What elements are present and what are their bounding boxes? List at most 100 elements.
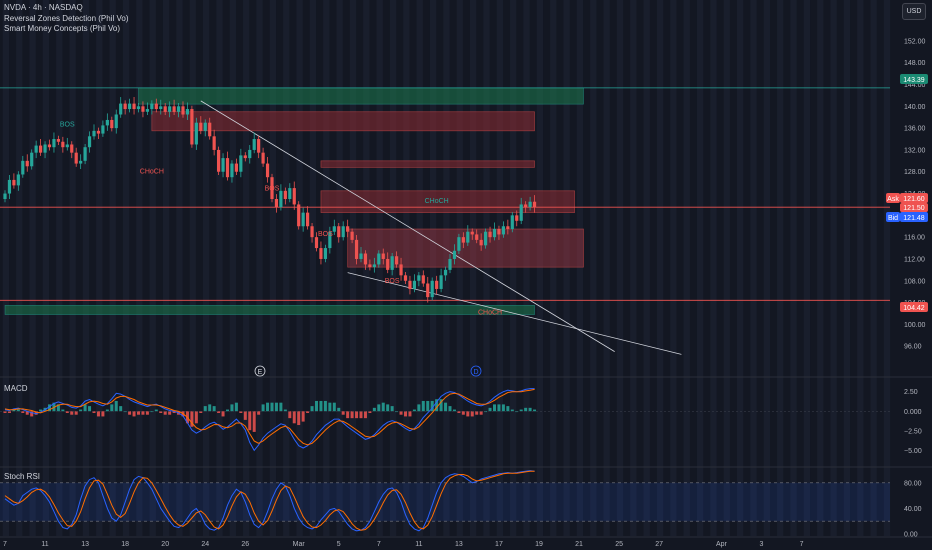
candle-body (524, 204, 528, 208)
session-band (42, 0, 50, 536)
candle-body (381, 253, 385, 259)
session-band (777, 0, 784, 536)
session-band (2, 0, 10, 536)
dividend-marker[interactable] (470, 365, 482, 377)
session-band (416, 0, 423, 536)
candle-body (426, 283, 430, 298)
candle-body (105, 119, 109, 126)
candle-body (136, 106, 141, 110)
session-band (550, 0, 557, 536)
symbol-title[interactable]: NVDA · 4h · NASDAQ (4, 3, 83, 12)
currency-button[interactable]: USD (902, 3, 926, 20)
time-tick-label: 17 (495, 541, 503, 548)
price-tick-label: 108.00 (904, 278, 926, 285)
session-band (336, 0, 343, 536)
earnings-marker[interactable] (254, 365, 266, 377)
zone-supply (320, 160, 535, 168)
candle-body (119, 103, 123, 115)
candle-body (439, 275, 443, 289)
candle-body (221, 158, 225, 172)
candle-body (110, 119, 114, 129)
indicator-smart-money[interactable]: Smart Money Concepts (Phil Vo) (4, 24, 121, 33)
low-line-price: 104.42 (903, 305, 925, 312)
candle-body (212, 136, 216, 150)
macd-histogram-bar (359, 411, 363, 419)
candle-body (310, 226, 314, 238)
session-band (737, 0, 744, 536)
macd-histogram-bar (355, 411, 359, 419)
macd-histogram-bar (266, 402, 270, 412)
candle-body (435, 280, 439, 289)
candle-body (70, 144, 74, 153)
price-tick-label: 116.00 (904, 235, 925, 242)
candle-body (488, 231, 492, 238)
stoch-band (0, 482, 890, 522)
macd-histogram-bar (261, 404, 265, 412)
candle-body (363, 253, 368, 265)
candle-body (25, 160, 29, 167)
macd-tick-label: 0.000 (904, 409, 922, 416)
macd-histogram-bar (475, 411, 479, 415)
macd-histogram-bar (426, 400, 430, 412)
candle-body (323, 248, 327, 259)
session-band (643, 0, 650, 536)
candle-body (199, 122, 203, 131)
bid-tag-label: Bid (888, 215, 898, 222)
smc-label: BOS (60, 121, 75, 128)
candle-body (430, 280, 434, 298)
top-zone-price: 143.39 (903, 77, 925, 84)
macd-histogram-bar (283, 409, 287, 412)
session-band (229, 0, 236, 536)
macd-histogram-bar (417, 404, 421, 412)
session-band (216, 0, 223, 536)
macd-histogram-bar (292, 411, 296, 424)
time-tick-label: Mar (293, 541, 306, 548)
price-tick-label: 96.00 (904, 344, 922, 351)
indicator-reversal-zones[interactable]: Reversal Zones Detection (Phil Vo) (4, 14, 129, 23)
session-band (843, 0, 851, 536)
session-band (349, 0, 357, 536)
candle-body (265, 163, 270, 178)
candle-body (350, 231, 354, 240)
candle-body (506, 226, 510, 229)
candle-body (168, 106, 172, 112)
macd-histogram-bar (226, 409, 229, 412)
session-band (29, 0, 36, 536)
trendline (347, 272, 682, 355)
candle-body (257, 139, 261, 153)
macd-histogram-bar (435, 399, 439, 412)
zone-demand (4, 305, 535, 315)
candle-body (52, 139, 56, 148)
candle-body (176, 106, 181, 112)
candle-body (234, 163, 238, 172)
stoch-d-line (4, 470, 535, 531)
low-line-badge (900, 302, 928, 312)
macd-histogram-bar (48, 404, 51, 412)
macd-histogram-bar (141, 411, 145, 415)
candle-body (21, 160, 25, 175)
macd-histogram-bar (306, 411, 310, 413)
candle-body (492, 228, 497, 238)
session-band (456, 0, 463, 536)
session-band (656, 0, 664, 536)
macd-histogram-bar (154, 409, 158, 412)
smc-label: BOS (385, 278, 400, 285)
session-band (136, 0, 143, 536)
time-tick-label: 7 (3, 541, 7, 548)
macd-histogram-bar (168, 411, 172, 415)
macd-pane-label[interactable]: MACD (4, 384, 28, 393)
stoch-pane-label[interactable]: Stoch RSI (4, 472, 41, 481)
macd-histogram-bar (221, 411, 225, 417)
macd-histogram-bar (92, 411, 96, 413)
candle-body (132, 103, 136, 110)
candle-body (395, 256, 399, 265)
macd-histogram-bar (493, 404, 496, 412)
candle-body (12, 179, 16, 186)
ask-badge (900, 193, 928, 203)
price-tick-label: 128.00 (904, 169, 926, 176)
candle-body (7, 179, 12, 194)
candle-body (399, 264, 403, 276)
macd-histogram-bar (372, 407, 376, 412)
macd-histogram-bar (3, 411, 7, 413)
